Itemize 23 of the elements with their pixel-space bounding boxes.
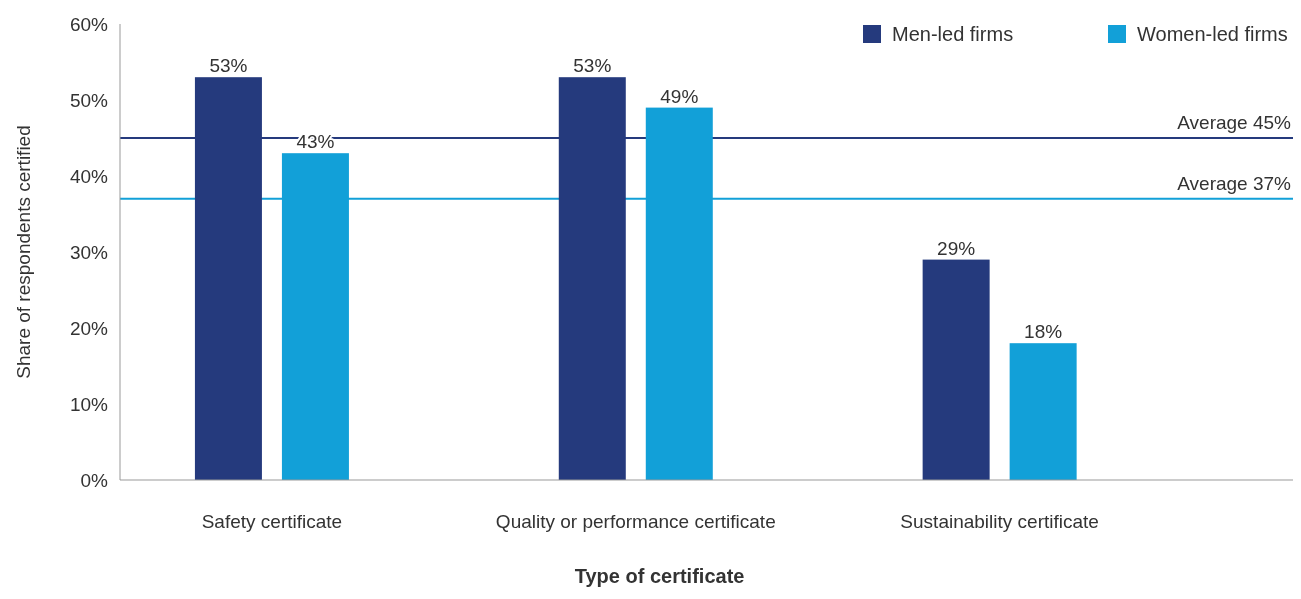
legend-label: Women-led firms [1137,23,1288,45]
y-tick-label: 30% [69,241,109,263]
y-axis-title: Share of respondents certified [13,125,34,379]
text: 49% [660,85,699,107]
x-tick-label: Quality or performance certificate [495,511,776,532]
text: 53% [573,55,612,77]
text: 53% [209,55,248,77]
ref-line-label: Average 37% [1177,172,1292,194]
x-tick-label: Sustainability certificate [900,511,1099,532]
legend-label: Men-led firms [892,23,1014,45]
y-tick-label: 40% [69,165,109,187]
y-tick-label: 50% [69,89,109,111]
y-tick-label: 0% [80,469,109,491]
ref-line-label: Average 45% [1177,112,1292,133]
y-tick-label: 10% [69,393,109,415]
y-tick-label: 60% [69,13,109,35]
text: 29% [937,237,976,259]
bar [922,259,990,480]
text: 18% [1024,321,1063,343]
y-tick-label: 20% [69,317,109,339]
x-axis-title: Type of certificate [574,565,745,587]
x-tick-label: Safety certificate [201,511,343,532]
bar [1009,343,1077,480]
